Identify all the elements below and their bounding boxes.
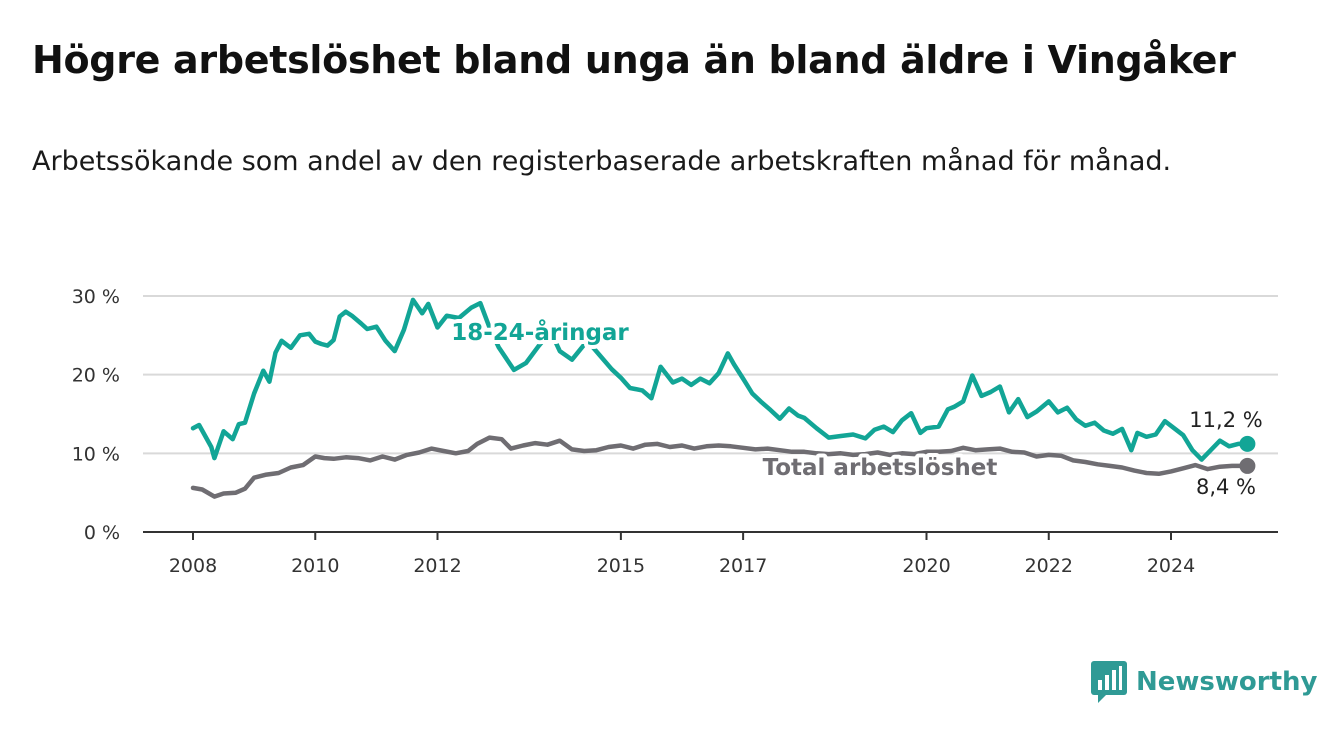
end-value-label: 11,2 % [1189,408,1262,432]
y-tick-label: 30 % [72,286,120,308]
y-tick-label: 0 % [84,522,120,544]
end-value-label: 8,4 % [1196,475,1256,499]
x-tick-label: 2012 [413,555,461,577]
x-tick-label: 2017 [719,555,767,577]
brand-name: Newsworthy [1136,667,1318,697]
chart-title: Högre arbetslöshet bland unga än bland ä… [32,38,1236,82]
end-point [1239,457,1256,474]
series-line [190,435,1250,499]
x-tick-label: 2015 [597,555,645,577]
series-line [190,297,1250,462]
x-tick-label: 2008 [169,555,217,577]
y-tick-label: 10 % [72,443,120,465]
x-tick-label: 2020 [902,555,950,577]
newsworthy-logo: Newsworthy [1090,660,1317,704]
x-tick-label: 2024 [1147,555,1195,577]
series-label: 18-24-åringar [451,319,629,346]
newsworthy-logo-icon [1091,661,1127,703]
end-point [1239,435,1256,452]
series-label: Total arbetslöshet [763,455,998,481]
y-tick-label: 20 % [72,365,120,387]
x-tick-label: 2010 [291,555,339,577]
x-tick-label: 2022 [1025,555,1073,577]
chart-subtitle: Arbetssökande som andel av den registerb… [32,146,1172,177]
